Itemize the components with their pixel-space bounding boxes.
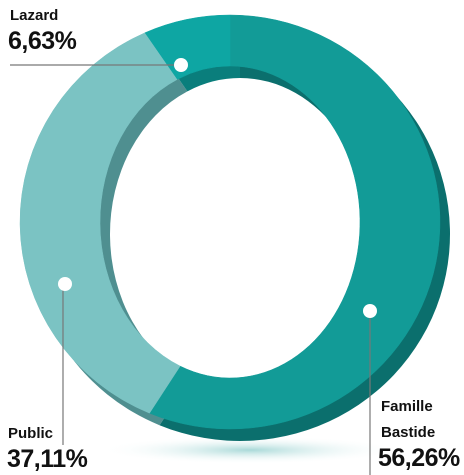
label-dot <box>363 304 377 318</box>
segment-value: 6,63% <box>8 27 77 55</box>
segment-name: Public <box>8 425 53 442</box>
donut-segment <box>149 14 441 430</box>
segment-name: Lazard <box>10 7 58 24</box>
donut-segment <box>144 14 231 80</box>
segment-name: Famille Bastide <box>381 398 435 441</box>
donut-segment <box>19 32 181 414</box>
segment-value: 56,26% <box>378 444 460 472</box>
segment-value: 37,11% <box>7 445 88 473</box>
label-dot <box>58 277 72 291</box>
label-dot <box>174 58 188 72</box>
shadow <box>100 436 400 464</box>
